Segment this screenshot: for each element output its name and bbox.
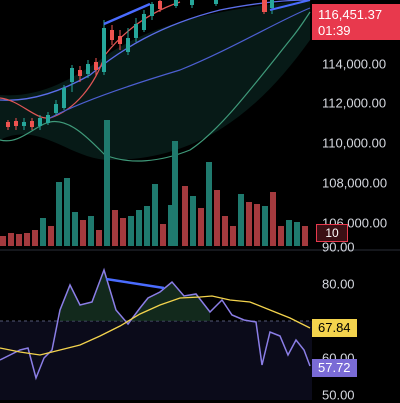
- candle: [118, 36, 122, 44]
- volume-bar: [72, 212, 78, 246]
- current-price-value: 116,451.37: [318, 7, 383, 22]
- rsi-ma-value-tag: 67.84: [312, 319, 357, 337]
- candle: [214, 0, 218, 4]
- rsi-label-80: 80.00: [322, 276, 355, 292]
- candle: [158, 1, 162, 9]
- volume-bar: [112, 210, 118, 246]
- volume-bar: [96, 230, 102, 246]
- divergence-line-rsi: [105, 277, 165, 290]
- candles: [6, 0, 274, 130]
- candle: [54, 104, 58, 113]
- candle: [262, 0, 267, 12]
- volume-bar: [16, 234, 22, 246]
- bollinger-mid: [0, 1, 181, 119]
- volume-bar: [278, 226, 284, 246]
- volume-bar: [64, 178, 70, 246]
- candle: [270, 0, 274, 8]
- volume-bar: [80, 220, 86, 246]
- volume-bar: [104, 120, 110, 246]
- volume-bar: [144, 206, 150, 246]
- volume-bar: [214, 190, 220, 246]
- volume-bar: [286, 220, 292, 246]
- candle: [46, 115, 50, 123]
- volume-bar: [48, 226, 54, 246]
- rsi-label-50: 50.00: [322, 387, 355, 403]
- candle: [70, 68, 74, 82]
- rsi-ma-line: [0, 295, 311, 356]
- rsi-line: [0, 267, 311, 381]
- volume-bar: [270, 192, 276, 246]
- volume-tag: 10: [316, 224, 348, 242]
- volume-bar: [168, 205, 174, 246]
- bollinger-fill: [0, 0, 310, 160]
- volume-bar: [32, 230, 38, 246]
- divergence-line-price: [103, 2, 151, 26]
- volume-bar: [238, 194, 244, 246]
- price-label-108000: 108,000.00: [322, 175, 388, 191]
- rsi-label-90: 90.00: [322, 239, 355, 255]
- candle: [142, 14, 146, 30]
- candle: [126, 38, 130, 52]
- volume-bar: [206, 162, 212, 246]
- candle: [102, 28, 106, 72]
- candle: [86, 64, 90, 74]
- candle: [62, 88, 66, 108]
- volume-bar: [136, 210, 142, 246]
- volume-bars: [0, 120, 308, 246]
- rsi-band-background: [0, 321, 312, 400]
- volume-bar: [88, 216, 94, 246]
- candle: [174, 0, 178, 6]
- volume-bar: [8, 233, 14, 246]
- volume-bar: [190, 196, 196, 246]
- price-label-112000: 112,000.00: [322, 95, 387, 111]
- volume-bar: [294, 222, 300, 246]
- candle: [22, 122, 26, 126]
- volume-bar: [172, 141, 178, 246]
- divergence-line-price-2: [269, 0, 311, 11]
- bollinger-upper: [0, 0, 311, 101]
- current-price-tag: 116,451.37 01:39: [312, 4, 400, 40]
- candle: [134, 24, 138, 38]
- bollinger-mid-upper-trend: [49, 7, 311, 119]
- candle: [30, 121, 34, 127]
- candle: [150, 4, 154, 16]
- volume-bar: [262, 206, 268, 246]
- volume-bar: [222, 216, 228, 246]
- volume-bar: [24, 233, 30, 246]
- volume-bar: [182, 186, 188, 246]
- candle: [14, 121, 18, 126]
- candle: [78, 70, 82, 76]
- volume-bar: [128, 216, 134, 246]
- candle: [6, 122, 10, 127]
- volume-bar: [230, 226, 236, 246]
- volume-bar: [120, 218, 126, 246]
- volume-bar: [40, 218, 46, 246]
- volume-bar: [56, 182, 62, 246]
- rsi-value-tag: 57.72: [312, 359, 357, 377]
- candle: [110, 30, 114, 40]
- candle-countdown: 01:39: [318, 23, 351, 38]
- candle: [38, 118, 42, 126]
- volume-bar: [198, 208, 204, 246]
- volume-bar: [160, 224, 166, 246]
- candle: [94, 62, 98, 70]
- volume-bar: [254, 204, 260, 246]
- price-label-110000: 110,000.00: [322, 135, 387, 151]
- volume-bar: [302, 226, 308, 246]
- candle: [190, 0, 194, 5]
- volume-bar: [0, 236, 6, 246]
- volume-bar: [246, 202, 252, 246]
- volume-bar: [152, 184, 158, 246]
- price-label-114000: 114,000.00: [322, 56, 387, 72]
